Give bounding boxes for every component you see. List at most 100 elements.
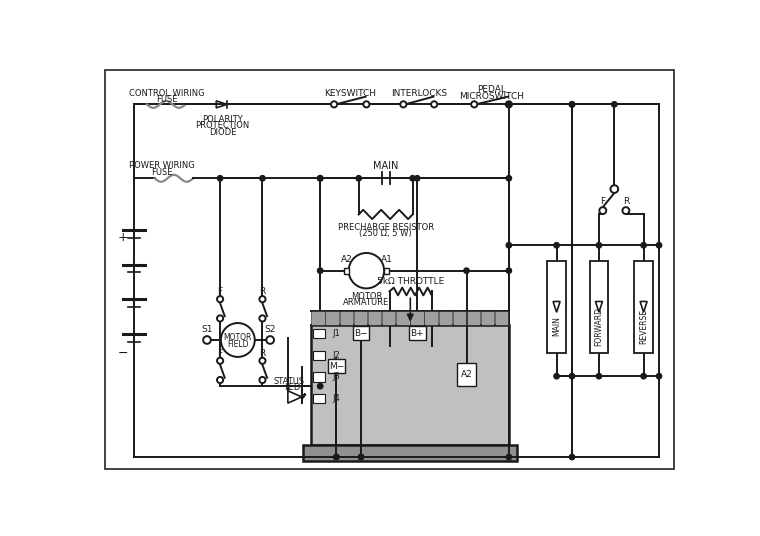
Text: DIODE: DIODE	[209, 128, 236, 137]
Text: M−: M−	[329, 362, 344, 371]
Text: J2: J2	[333, 351, 340, 360]
Circle shape	[610, 185, 618, 193]
Circle shape	[657, 374, 662, 379]
Bar	[424, 311, 438, 325]
Text: (250 Ω, 5 W): (250 Ω, 5 W)	[359, 229, 412, 238]
Bar	[396, 311, 410, 325]
Text: STATUS: STATUS	[274, 377, 305, 386]
Circle shape	[217, 358, 223, 364]
Text: A2: A2	[340, 255, 352, 264]
Circle shape	[217, 296, 223, 302]
Circle shape	[203, 336, 211, 344]
Bar	[311, 325, 509, 445]
Bar	[312, 311, 325, 325]
Bar	[368, 311, 382, 325]
Bar	[325, 311, 339, 325]
Circle shape	[331, 101, 337, 107]
Circle shape	[506, 268, 511, 273]
Circle shape	[318, 176, 323, 181]
Bar	[467, 311, 480, 325]
Circle shape	[259, 315, 265, 322]
Text: F: F	[600, 197, 606, 206]
Text: A1: A1	[381, 255, 392, 264]
Text: MICROSWITCH: MICROSWITCH	[458, 92, 524, 101]
Circle shape	[431, 101, 437, 107]
Circle shape	[358, 455, 364, 460]
Bar	[382, 311, 395, 325]
Circle shape	[569, 455, 575, 460]
Circle shape	[554, 243, 559, 248]
Circle shape	[363, 101, 369, 107]
Text: J1: J1	[333, 329, 340, 338]
Circle shape	[259, 296, 265, 302]
Circle shape	[318, 268, 323, 273]
Circle shape	[260, 176, 265, 181]
Bar	[590, 260, 608, 353]
Bar	[344, 267, 349, 274]
Text: POWER WIRING: POWER WIRING	[128, 161, 195, 170]
Bar	[495, 311, 508, 325]
Bar	[410, 311, 423, 325]
Text: B+: B+	[410, 329, 424, 338]
Text: J4: J4	[333, 394, 340, 403]
Circle shape	[622, 207, 629, 214]
Circle shape	[505, 101, 512, 107]
Text: PRECHARGE RESISTOR: PRECHARGE RESISTOR	[337, 223, 434, 232]
Circle shape	[259, 358, 265, 364]
Circle shape	[464, 268, 469, 273]
Circle shape	[266, 336, 274, 344]
Bar	[481, 311, 494, 325]
Circle shape	[569, 102, 575, 107]
Text: MAIN: MAIN	[552, 316, 561, 336]
Bar	[458, 363, 476, 386]
Circle shape	[569, 102, 575, 107]
Circle shape	[641, 243, 646, 248]
Text: FORWARD: FORWARD	[594, 307, 603, 346]
Text: S2: S2	[264, 325, 276, 334]
Circle shape	[349, 253, 384, 288]
Text: B−: B−	[354, 329, 368, 338]
Circle shape	[217, 315, 223, 322]
Bar	[453, 311, 466, 325]
Circle shape	[334, 455, 339, 460]
Circle shape	[657, 243, 662, 248]
Text: MOTOR: MOTOR	[223, 333, 252, 342]
Text: R: R	[622, 197, 629, 206]
Text: PROTECTION: PROTECTION	[195, 122, 249, 130]
Circle shape	[569, 374, 575, 379]
Text: PEDAL: PEDAL	[477, 85, 505, 94]
Text: −: −	[118, 347, 128, 360]
Circle shape	[414, 176, 420, 181]
Circle shape	[410, 176, 415, 181]
Text: LED: LED	[284, 383, 301, 392]
Circle shape	[221, 323, 255, 357]
Bar	[328, 359, 345, 373]
Bar	[439, 311, 452, 325]
Bar	[353, 311, 367, 325]
Circle shape	[356, 176, 362, 181]
Text: S1: S1	[201, 325, 213, 334]
Circle shape	[597, 243, 602, 248]
Circle shape	[641, 374, 646, 379]
Circle shape	[358, 455, 364, 460]
Text: A2: A2	[461, 370, 473, 379]
Bar	[312, 351, 325, 360]
Text: KEYSWITCH: KEYSWITCH	[325, 89, 376, 98]
Text: ARMATURE: ARMATURE	[344, 298, 390, 307]
Circle shape	[259, 377, 265, 383]
Text: F: F	[217, 348, 223, 358]
Text: MAIN: MAIN	[373, 161, 398, 171]
Circle shape	[600, 207, 606, 214]
Text: MOTOR: MOTOR	[350, 292, 382, 301]
Circle shape	[217, 377, 223, 383]
Text: FUSE: FUSE	[157, 95, 178, 104]
Circle shape	[597, 374, 602, 379]
Bar	[303, 445, 517, 461]
Bar	[340, 311, 353, 325]
Circle shape	[318, 383, 323, 389]
Text: R: R	[259, 287, 265, 296]
Circle shape	[471, 101, 477, 107]
Circle shape	[506, 102, 511, 107]
Text: CONTROL WIRING: CONTROL WIRING	[129, 89, 204, 98]
Circle shape	[506, 176, 511, 181]
